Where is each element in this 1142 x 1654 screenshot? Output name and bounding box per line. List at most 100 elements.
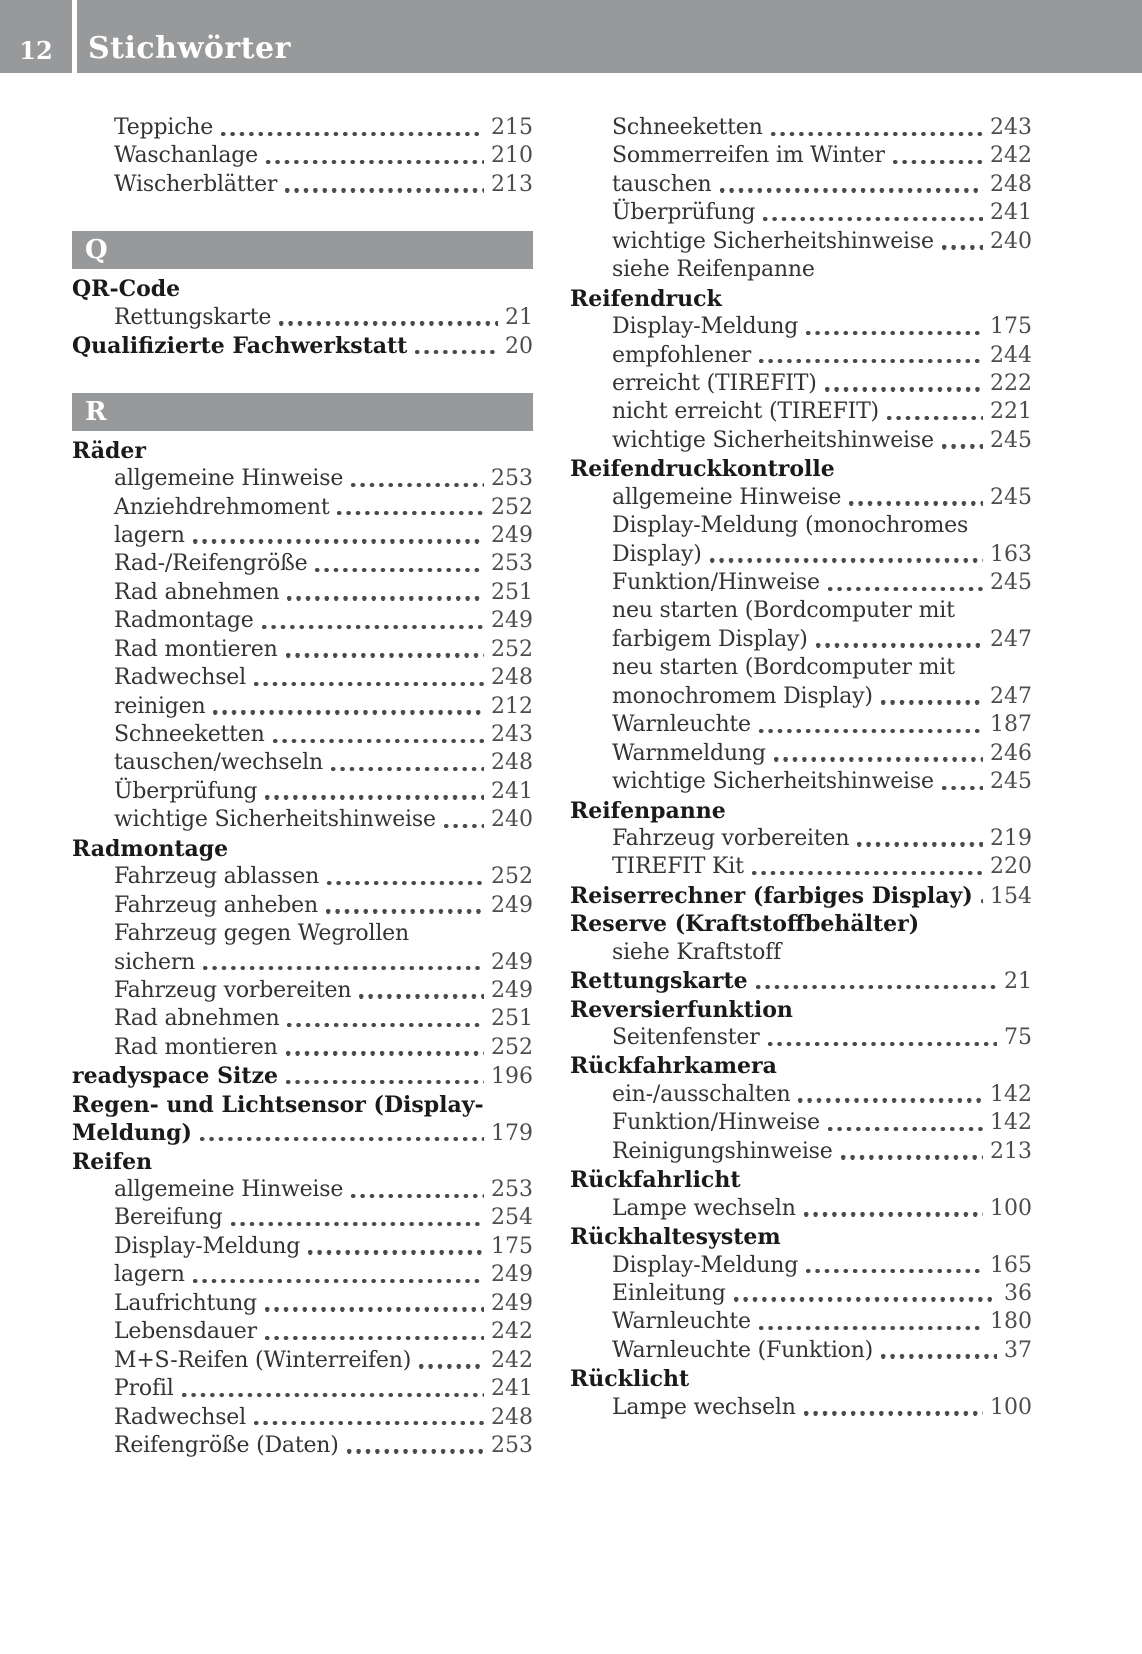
entry-label: TIREFIT Kit: [612, 854, 744, 880]
page-ref: 249: [491, 977, 533, 1003]
index-entry: erreicht (TIREFIT) 222: [570, 370, 1032, 398]
entry-label: Warnmeldung: [612, 740, 766, 766]
dot-leader: [337, 511, 484, 516]
entry-label: Teppiche: [114, 115, 214, 140]
entry-label: Rettungskarte: [570, 968, 748, 995]
page-ref: 240: [491, 807, 533, 833]
page-ref: 36: [1004, 1280, 1032, 1306]
page-ref: 253: [491, 466, 533, 492]
page-ref: 21: [505, 304, 533, 330]
index-entry: Radmontage: [72, 835, 533, 863]
dot-leader: [181, 1392, 484, 1397]
page-ref: 254: [491, 1205, 533, 1231]
dot-leader: [806, 330, 983, 335]
page-ref: 244: [990, 342, 1032, 368]
index-entry: Reifendruckkontrolle: [570, 455, 1032, 483]
page-ref: 252: [491, 494, 533, 520]
index-entry: Seitenfenster 75: [570, 1024, 1032, 1052]
dot-leader: [265, 159, 484, 165]
page-ref: 20: [505, 334, 533, 360]
entry-label: Seitenfenster: [612, 1025, 760, 1050]
entry-label: Radmontage: [72, 835, 229, 862]
index-entry: Reifenpanne: [570, 797, 1032, 825]
index-entry: Display-Meldung 165: [570, 1252, 1032, 1280]
index-entry: Räder: [72, 437, 533, 465]
section-letter: Q: [85, 235, 108, 266]
dot-leader: [773, 757, 983, 762]
index-entry: nicht erreicht (TIREFIT) 221: [570, 398, 1032, 426]
page-ref: 247: [990, 683, 1032, 709]
index-entry: Warnleuchte (Funktion) 37: [570, 1337, 1032, 1365]
dot-leader: [351, 1193, 484, 1198]
page-ref: 215: [491, 115, 533, 140]
dot-leader: [330, 766, 484, 772]
index-entry: Fahrzeug anheben 249: [72, 892, 533, 920]
page-ref: 242: [990, 143, 1032, 169]
dot-leader: [346, 1449, 484, 1454]
page-ref: 210: [491, 143, 533, 169]
dot-leader: [221, 131, 484, 136]
dot-leader: [980, 899, 983, 904]
index-entry: ein-/ausschalten 142: [570, 1081, 1032, 1109]
page-ref: 249: [491, 522, 533, 548]
entry-label: Sommerreifen im Winter: [612, 143, 885, 169]
entry-label: Schneeketten: [114, 722, 265, 747]
page-ref: 243: [491, 722, 533, 747]
page-ref: 249: [491, 608, 533, 634]
page-ref: 251: [491, 1006, 533, 1032]
index-entry: Funktion/Hinweise 142: [570, 1109, 1032, 1137]
index-entry: Radwechsel 248: [72, 1404, 533, 1432]
page-ref: 249: [491, 1262, 533, 1288]
page-ref: 175: [990, 314, 1032, 340]
index-entry: Lampe wechseln 100: [570, 1394, 1032, 1422]
index-entry: Display-Meldung (monochromes: [570, 512, 1032, 540]
page-ref: 253: [491, 1432, 533, 1458]
page-ref: 213: [491, 171, 533, 197]
entry-label: Reversierfunktion: [570, 996, 793, 1023]
entry-label: Reifendruckkontrolle: [570, 456, 835, 483]
index-entry: Fahrzeug ablassen 252: [72, 863, 533, 891]
index-entry: Rad-/Reifengröße 253: [72, 550, 533, 578]
index-entry: farbigem Display) 247: [570, 626, 1032, 654]
entry-label: Bereifung: [114, 1205, 223, 1231]
dot-leader: [359, 994, 484, 999]
entry-label: Profil: [114, 1376, 174, 1402]
page-ref: 242: [491, 1347, 533, 1373]
index-entry: Funktion/Hinweise 245: [570, 569, 1032, 597]
page-ref: 241: [990, 200, 1032, 226]
page-ref: 249: [491, 892, 533, 918]
entry-label: Fahrzeug vorbereiten: [612, 825, 850, 851]
index-entry: Rücklicht: [570, 1365, 1032, 1393]
index-entry: wichtige Sicherheitshinweise 245: [570, 427, 1032, 455]
entry-label: Rad abnehmen: [114, 1006, 280, 1032]
entry-label: Radwechsel: [114, 1404, 246, 1430]
entry-label: allgemeine Hinweise: [114, 466, 344, 492]
index-entry: Waschanlage 210: [72, 142, 533, 170]
entry-label: Rad-/Reifengröße: [114, 551, 308, 577]
vertical-gap: [72, 199, 533, 231]
index-entry: Lampe wechseln 100: [570, 1195, 1032, 1223]
section-bar-q: Q: [72, 231, 533, 270]
page-ref: 75: [1004, 1025, 1032, 1050]
entry-label: monochromem Display): [612, 683, 873, 709]
page-ref: 242: [491, 1319, 533, 1345]
index-column-right: Schneeketten 243 Sommerreifen im Winter 242…: [570, 114, 1032, 1422]
entry-label: Rettungskarte: [114, 304, 272, 330]
vertical-gap: [72, 361, 533, 393]
index-entry: lagern 249: [72, 1261, 533, 1289]
entry-label: wichtige Sicherheitshinweise: [612, 228, 934, 254]
index-entry: Bereifung 254: [72, 1204, 533, 1232]
dot-leader: [351, 482, 484, 487]
entry-label: tauschen: [612, 171, 712, 197]
page-ref: 100: [990, 1394, 1032, 1420]
entry-label: lagern: [114, 522, 185, 548]
entry-label: Überprüfung: [612, 200, 756, 226]
dot-leader: [192, 1278, 484, 1284]
page-ref: 221: [990, 399, 1032, 425]
dot-leader: [880, 700, 983, 705]
entry-label: Meldung): [72, 1120, 192, 1147]
dot-leader: [327, 880, 484, 886]
entry-label: Wischerblätter: [114, 171, 278, 197]
index-entry: Reinigungshinweise 213: [570, 1138, 1032, 1166]
section-letter: R: [85, 396, 107, 427]
